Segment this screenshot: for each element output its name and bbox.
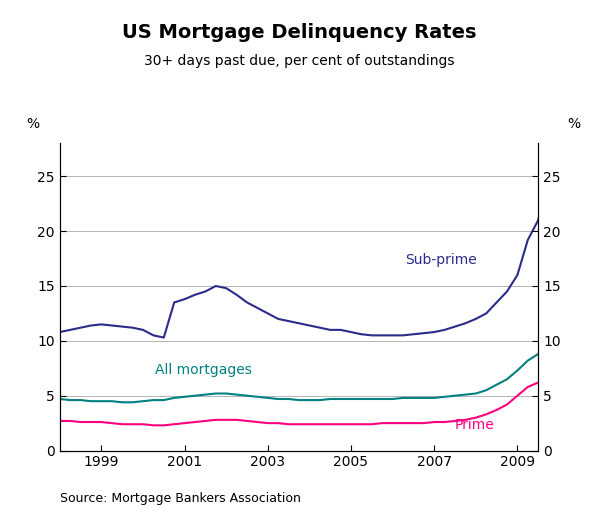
Text: All mortgages: All mortgages bbox=[155, 363, 252, 377]
Text: %: % bbox=[26, 117, 39, 131]
Text: %: % bbox=[567, 117, 580, 131]
Text: Sub-prime: Sub-prime bbox=[405, 253, 477, 267]
Text: Source: Mortgage Bankers Association: Source: Mortgage Bankers Association bbox=[60, 492, 301, 504]
Text: Prime: Prime bbox=[455, 418, 495, 432]
Text: US Mortgage Delinquency Rates: US Mortgage Delinquency Rates bbox=[122, 23, 476, 42]
Text: 30+ days past due, per cent of outstandings: 30+ days past due, per cent of outstandi… bbox=[144, 54, 454, 68]
